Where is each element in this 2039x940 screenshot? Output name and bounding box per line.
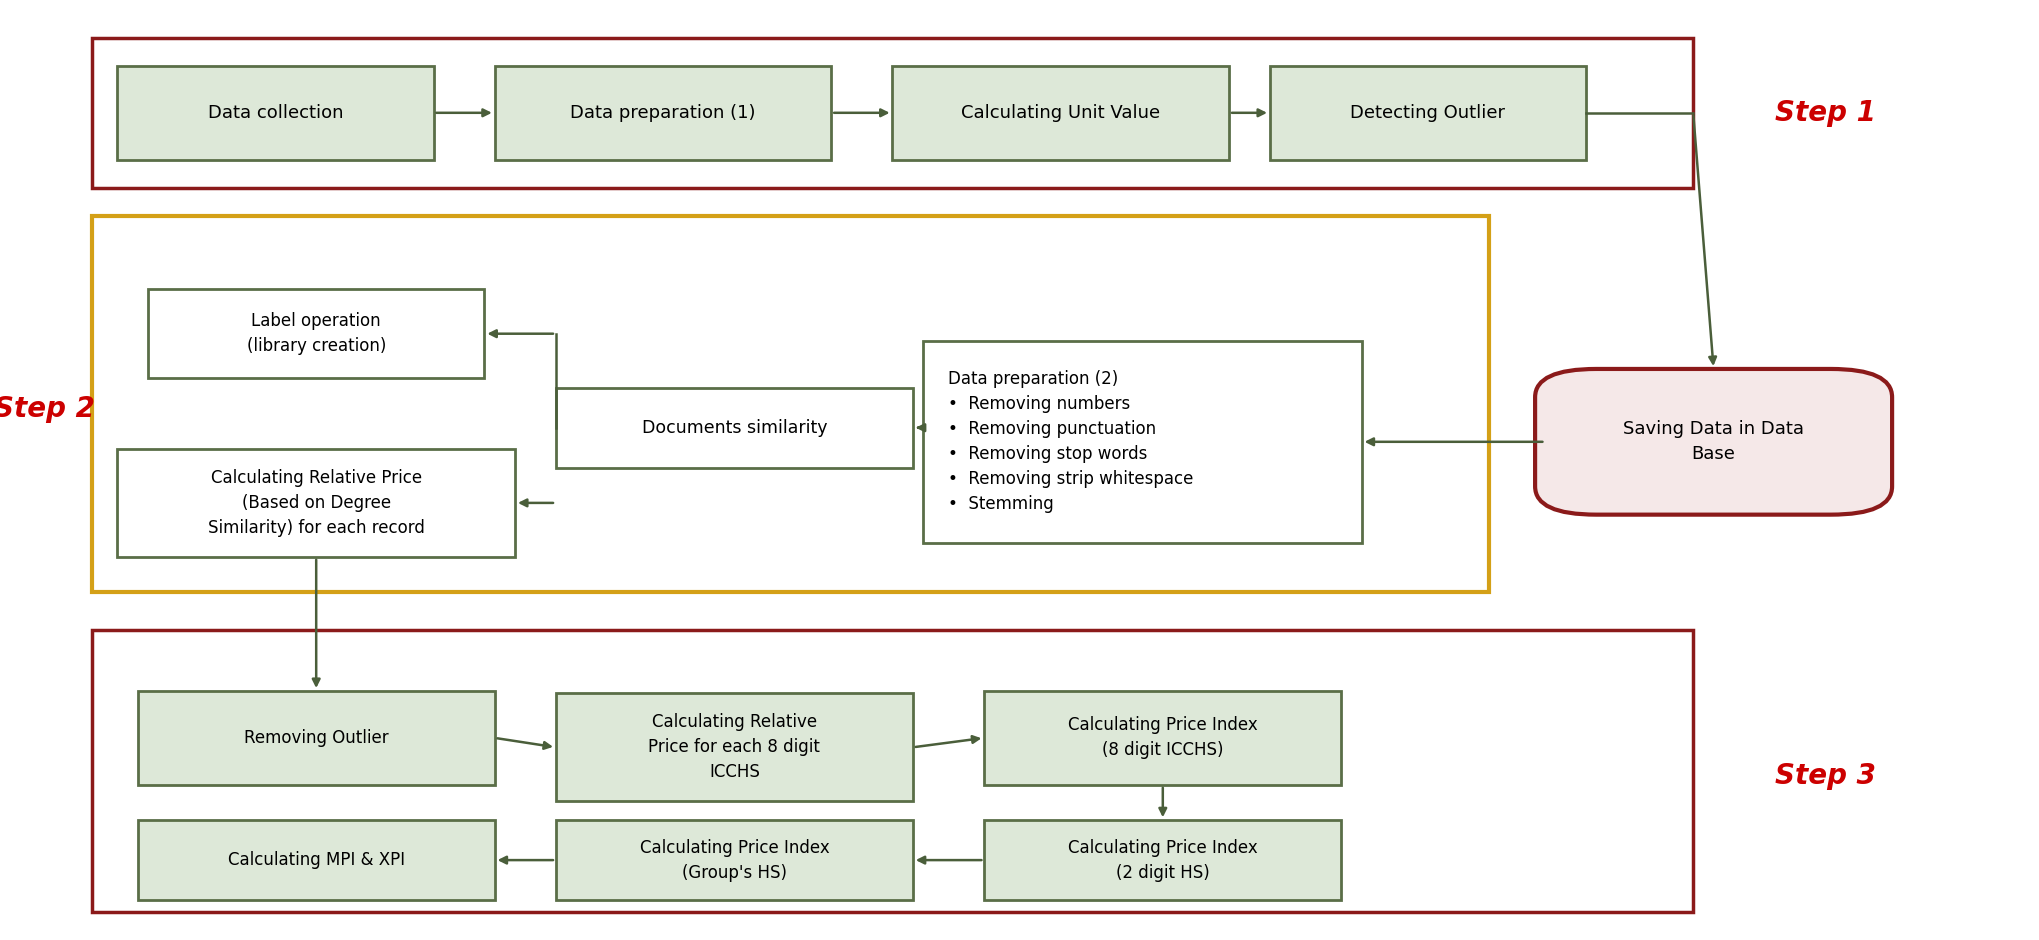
- Bar: [1268, 66, 1586, 160]
- Text: Data preparation (1): Data preparation (1): [571, 103, 754, 122]
- Text: Data preparation (2)
•  Removing numbers
•  Removing punctuation
•  Removing sto: Data preparation (2) • Removing numbers …: [948, 370, 1193, 513]
- Bar: [92, 38, 1692, 188]
- Bar: [118, 66, 434, 160]
- Bar: [555, 387, 913, 467]
- Bar: [92, 216, 1488, 592]
- Text: Detecting Outlier: Detecting Outlier: [1350, 103, 1505, 122]
- Bar: [92, 630, 1692, 912]
- Bar: [983, 820, 1342, 901]
- Text: Step 2: Step 2: [0, 395, 96, 423]
- Bar: [139, 820, 495, 901]
- Text: Label operation
(library creation): Label operation (library creation): [247, 312, 385, 355]
- Bar: [139, 691, 495, 785]
- Text: Step 3: Step 3: [1774, 761, 1876, 790]
- Text: Calculating Price Index
(Group's HS): Calculating Price Index (Group's HS): [638, 838, 830, 882]
- Text: Removing Outlier: Removing Outlier: [245, 728, 387, 747]
- Bar: [118, 448, 514, 556]
- Text: Calculating Price Index
(2 digit HS): Calculating Price Index (2 digit HS): [1066, 838, 1258, 882]
- Text: Data collection: Data collection: [208, 103, 343, 122]
- Bar: [149, 290, 485, 378]
- Text: Calculating Relative
Price for each 8 digit
ICCHS: Calculating Relative Price for each 8 di…: [648, 713, 820, 781]
- Text: Calculating Unit Value: Calculating Unit Value: [960, 103, 1160, 122]
- Text: Documents similarity: Documents similarity: [642, 418, 826, 437]
- Text: Saving Data in Data
Base: Saving Data in Data Base: [1623, 420, 1802, 463]
- Bar: [555, 820, 913, 901]
- Bar: [924, 341, 1362, 542]
- Text: Step 1: Step 1: [1774, 99, 1876, 127]
- Bar: [555, 694, 913, 801]
- Bar: [893, 66, 1227, 160]
- Bar: [495, 66, 832, 160]
- Text: Calculating Price Index
(8 digit ICCHS): Calculating Price Index (8 digit ICCHS): [1066, 716, 1258, 760]
- Text: Calculating Relative Price
(Based on Degree
Similarity) for each record: Calculating Relative Price (Based on Deg…: [208, 469, 424, 537]
- Text: Calculating MPI & XPI: Calculating MPI & XPI: [228, 851, 404, 870]
- Bar: [983, 691, 1342, 785]
- FancyBboxPatch shape: [1533, 368, 1892, 515]
